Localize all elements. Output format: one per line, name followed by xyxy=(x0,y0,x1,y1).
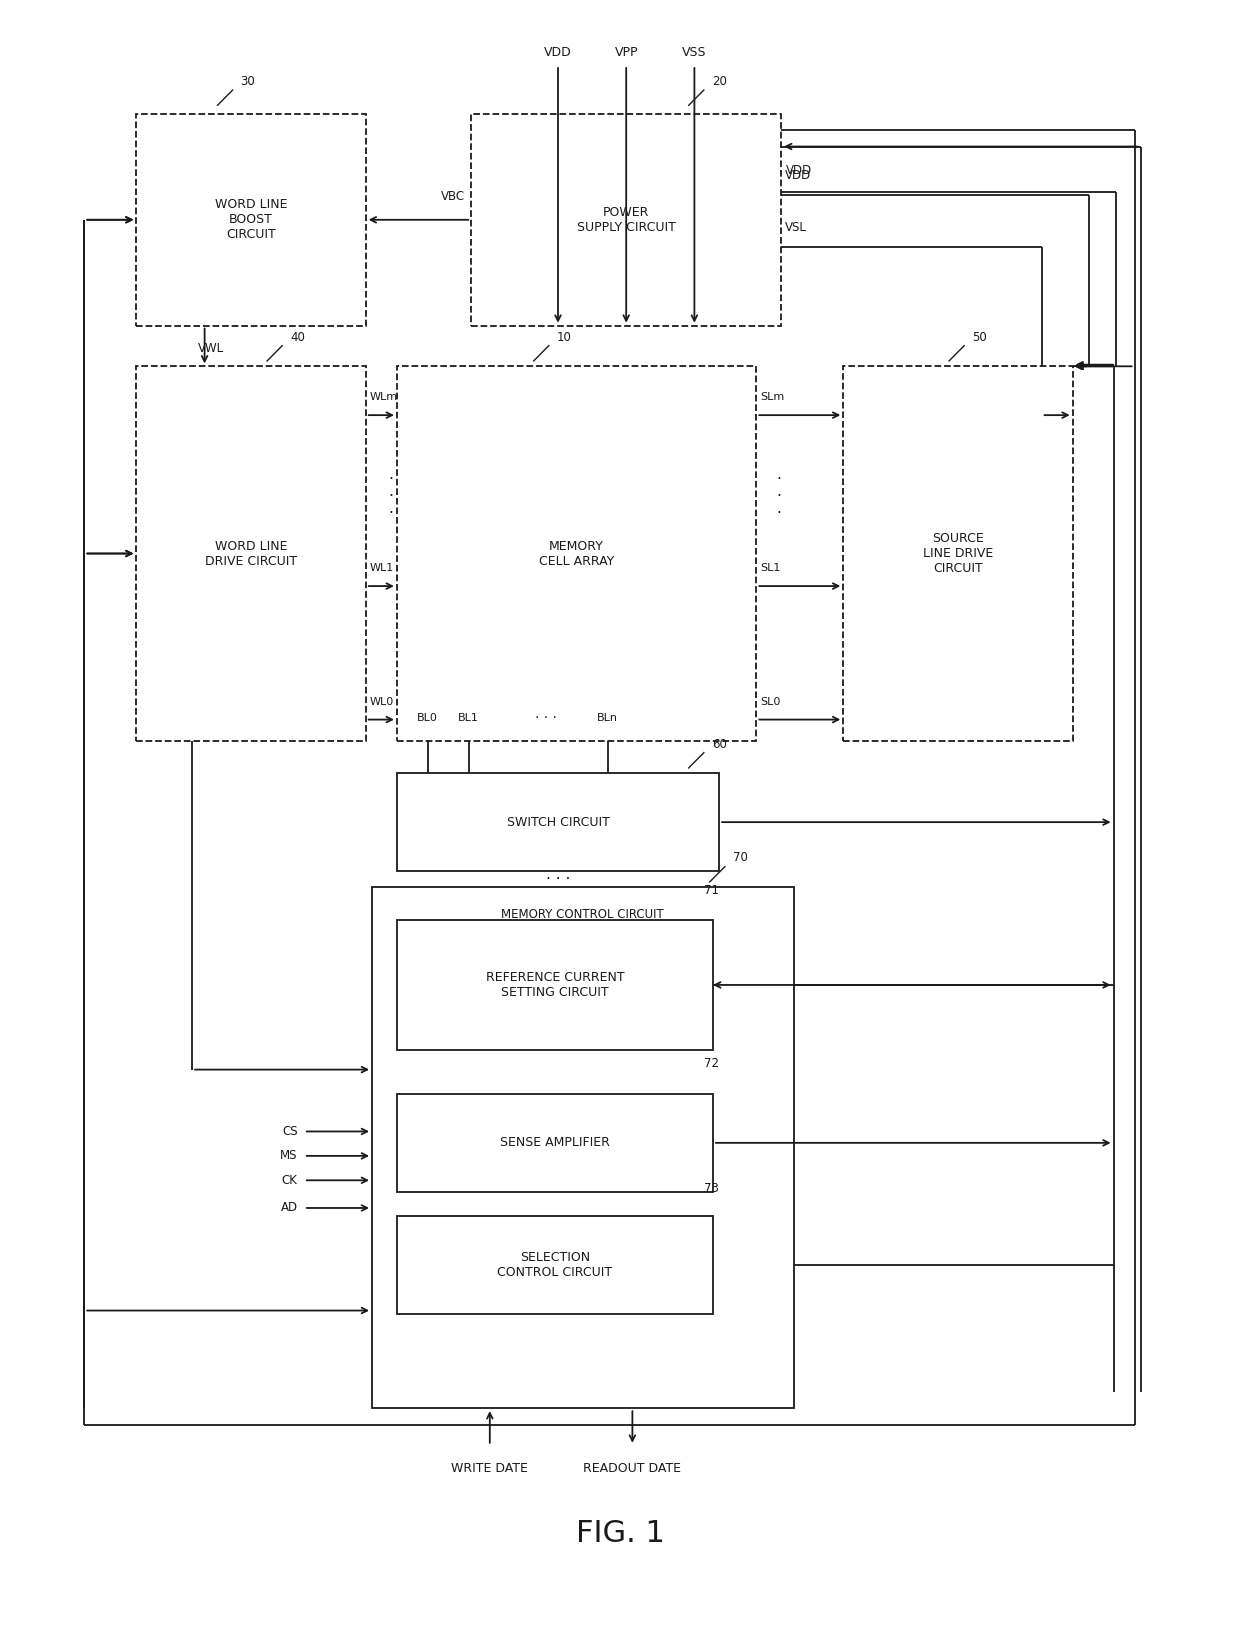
Text: POWER
SUPPLY CIRCUIT: POWER SUPPLY CIRCUIT xyxy=(577,205,676,234)
Text: 72: 72 xyxy=(704,1057,719,1070)
Text: 70: 70 xyxy=(733,851,748,864)
Text: CK: CK xyxy=(281,1174,298,1187)
Text: BLn: BLn xyxy=(598,713,618,723)
Text: ·
·
·: · · · xyxy=(776,472,781,521)
Text: WRITE DATE: WRITE DATE xyxy=(451,1462,528,1475)
Text: 60: 60 xyxy=(712,737,727,751)
Text: WL1: WL1 xyxy=(370,563,394,573)
Text: SL0: SL0 xyxy=(760,697,780,707)
Text: WLm: WLm xyxy=(370,392,398,402)
Bar xyxy=(397,1094,713,1192)
Text: SL1: SL1 xyxy=(760,563,780,573)
Text: AD: AD xyxy=(280,1201,298,1214)
Text: VPP: VPP xyxy=(615,46,637,59)
Bar xyxy=(843,366,1073,741)
Text: VDD: VDD xyxy=(786,164,812,177)
Text: VDD: VDD xyxy=(544,46,572,59)
Text: 73: 73 xyxy=(704,1182,719,1195)
Text: SLm: SLm xyxy=(760,392,785,402)
Text: 10: 10 xyxy=(557,330,572,344)
Text: 40: 40 xyxy=(290,330,305,344)
Text: REFERENCE CURRENT
SETTING CIRCUIT: REFERENCE CURRENT SETTING CIRCUIT xyxy=(486,970,624,1000)
Bar xyxy=(397,1216,713,1314)
Bar xyxy=(372,887,794,1408)
Text: VDD: VDD xyxy=(785,169,811,182)
Bar xyxy=(136,366,366,741)
Bar xyxy=(397,920,713,1050)
Text: SWITCH CIRCUIT: SWITCH CIRCUIT xyxy=(507,816,609,829)
Text: VBC: VBC xyxy=(441,190,465,204)
Text: SOURCE
LINE DRIVE
CIRCUIT: SOURCE LINE DRIVE CIRCUIT xyxy=(923,532,993,575)
Text: VWL: VWL xyxy=(198,342,224,355)
Text: MEMORY
CELL ARRAY: MEMORY CELL ARRAY xyxy=(539,539,614,568)
Text: 30: 30 xyxy=(241,75,255,88)
Text: READOUT DATE: READOUT DATE xyxy=(583,1462,682,1475)
Text: · · ·: · · · xyxy=(534,711,557,724)
Text: 20: 20 xyxy=(712,75,727,88)
Text: BL0: BL0 xyxy=(418,713,438,723)
Text: 71: 71 xyxy=(704,884,719,897)
Text: MS: MS xyxy=(280,1149,298,1162)
Bar xyxy=(471,114,781,326)
Bar xyxy=(397,366,756,741)
Text: MEMORY CONTROL CIRCUIT: MEMORY CONTROL CIRCUIT xyxy=(501,908,665,921)
Text: FIG. 1: FIG. 1 xyxy=(575,1519,665,1548)
Text: VSS: VSS xyxy=(682,46,707,59)
Bar xyxy=(397,773,719,871)
Text: WL0: WL0 xyxy=(370,697,394,707)
Text: CS: CS xyxy=(281,1125,298,1138)
Text: · · ·: · · · xyxy=(546,871,570,887)
Text: 50: 50 xyxy=(972,330,987,344)
Text: WORD LINE
BOOST
CIRCUIT: WORD LINE BOOST CIRCUIT xyxy=(215,199,288,241)
Bar xyxy=(136,114,366,326)
Text: BL1: BL1 xyxy=(459,713,479,723)
Text: WORD LINE
DRIVE CIRCUIT: WORD LINE DRIVE CIRCUIT xyxy=(205,539,298,568)
Text: SELECTION
CONTROL CIRCUIT: SELECTION CONTROL CIRCUIT xyxy=(497,1250,613,1280)
Text: VSL: VSL xyxy=(785,221,807,234)
Text: SENSE AMPLIFIER: SENSE AMPLIFIER xyxy=(500,1136,610,1149)
Text: ·
·
·: · · · xyxy=(388,472,393,521)
